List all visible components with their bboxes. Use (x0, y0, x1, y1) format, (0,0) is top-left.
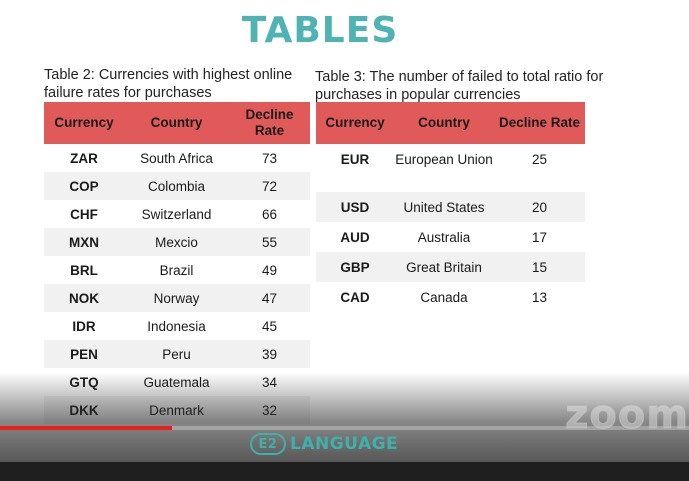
e2-language-logo: E2 LANGUAGE (250, 432, 398, 456)
country-cell: United States (394, 192, 494, 222)
currency-cell: GBP (316, 252, 394, 282)
currency-cell: NOK (44, 284, 124, 312)
zoom-watermark: zoom (565, 392, 689, 439)
country-cell: Canada (420, 289, 468, 305)
decline-rate-cell: 47 (229, 284, 310, 312)
header-decline-rate: Decline Rate (229, 102, 310, 144)
player-bottom-bar (0, 462, 689, 481)
table-row: USD United States 20 (316, 192, 585, 222)
decline-rate-cell: 72 (229, 172, 310, 200)
country-cell: Mexcio (124, 228, 229, 256)
country-cell: Indonesia (147, 318, 206, 334)
e2-logo-icon: E2 (250, 433, 286, 455)
decline-rate-cell: 15 (494, 252, 585, 282)
header-country: Country (124, 102, 229, 144)
country-cell: Great Britain (394, 252, 494, 282)
table-row: MXN Mexcio 55 (44, 228, 310, 256)
table-row: IDR Indonesia 45 (44, 312, 310, 340)
decline-rate-cell: 55 (229, 228, 310, 256)
table-row: CAD Canada 13 (316, 282, 585, 312)
table-row: PEN Peru 39 (44, 340, 310, 368)
country-cell: Switzerland (141, 206, 212, 222)
table-row: COP Colombia 72 (44, 172, 310, 200)
decline-rate-cell: 17 (531, 229, 548, 245)
currency-cell: PEN (44, 340, 124, 368)
decline-rate-cell: 25 (531, 152, 548, 167)
table-row: AUD Australia 17 (316, 222, 585, 252)
country-cell: Colombia (124, 172, 229, 200)
country-cell: Peru (124, 340, 229, 368)
header-currency: Currency (44, 102, 124, 144)
country-cell: European Union (395, 152, 493, 167)
decline-rate-cell: 13 (531, 289, 548, 305)
currency-cell: CAD (340, 289, 370, 305)
decline-rate-cell: 20 (494, 192, 585, 222)
decline-rate-cell: 66 (261, 206, 278, 222)
table-row: EUR European Union 25 (316, 144, 585, 192)
header-currency: Currency (316, 102, 394, 144)
decline-rate-cell: 49 (261, 262, 278, 278)
country-cell: Norway (124, 284, 229, 312)
country-cell: Australia (417, 229, 471, 245)
decline-rate-cell: 39 (229, 340, 310, 368)
currency-cell: COP (44, 172, 124, 200)
table2-caption: Table 2: Currencies with highest online … (44, 67, 293, 101)
currency-cell: CHF (70, 206, 98, 222)
table3-caption: Table 3: The number of failed to total r… (315, 69, 604, 103)
currency-cell: IDR (72, 318, 96, 334)
table-row: CHF Switzerland 66 (44, 200, 310, 228)
decline-rate-cell: 73 (261, 150, 278, 166)
currency-cell: AUD (340, 229, 370, 245)
currency-cell: EUR (340, 152, 370, 167)
header-decline-rate: Decline Rate (494, 102, 585, 144)
currency-cell: MXN (44, 228, 124, 256)
brand-text: LANGUAGE (290, 434, 399, 454)
table-row: BRL Brazil 49 (44, 256, 310, 284)
table2-header-row: Currency Country Decline Rate (44, 102, 310, 144)
table-row: ZAR South Africa 73 (44, 144, 310, 172)
currency-cell: ZAR (70, 150, 98, 166)
currency-cell: USD (316, 192, 394, 222)
header-country: Country (394, 102, 494, 144)
country-cell: South Africa (140, 150, 213, 166)
popular-currency-table: Currency Country Decline Rate EUR Europea… (316, 102, 585, 312)
table3-header-row: Currency Country Decline Rate (316, 102, 585, 144)
country-cell: Brazil (159, 262, 194, 278)
currency-cell: BRL (70, 262, 98, 278)
table-row: NOK Norway 47 (44, 284, 310, 312)
video-progress-bar[interactable] (0, 426, 689, 430)
table-row: GBP Great Britain 15 (316, 252, 585, 282)
decline-rate-cell: 45 (261, 318, 278, 334)
slide-title: TABLES (241, 10, 399, 51)
video-progress-fill (0, 426, 173, 430)
